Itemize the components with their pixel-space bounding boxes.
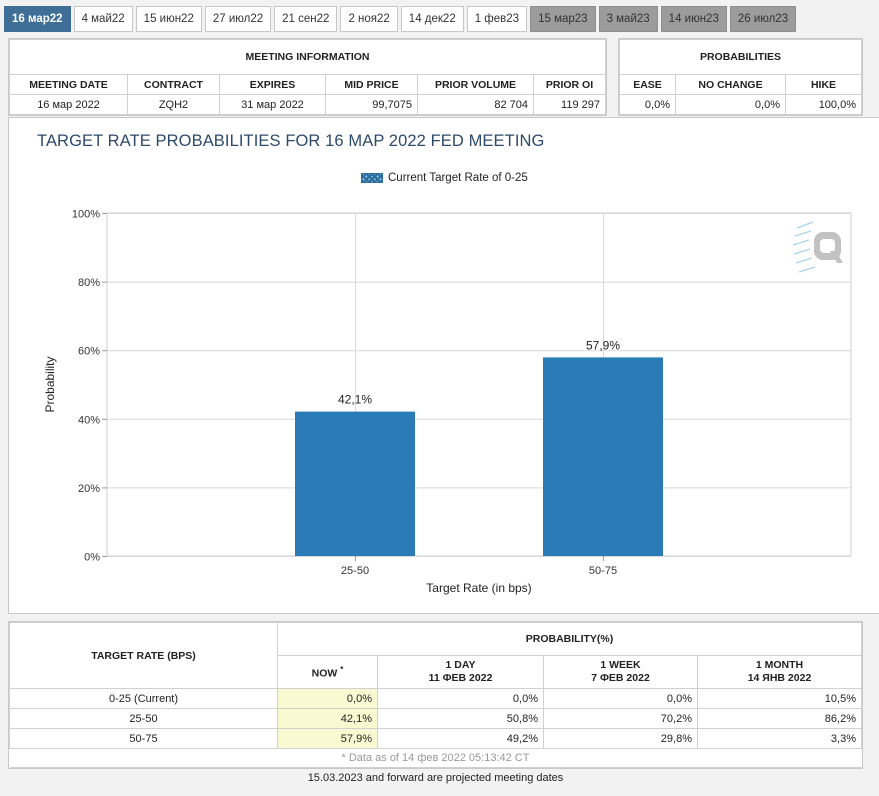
1month-value: 3,3% xyxy=(697,728,862,749)
meeting-date-value: 16 мар 2022 xyxy=(9,94,128,115)
contract-value: ZQH2 xyxy=(127,94,220,115)
table-row: 25-50 42,1% 50,8% 70,2% 86,2% xyxy=(9,708,862,729)
y-axis-title: Probability xyxy=(43,356,57,412)
bar-value-label: 57,9% xyxy=(586,338,620,352)
col-now-label: NOW xyxy=(311,667,338,680)
now-value: 0,0% xyxy=(277,688,378,709)
mid-price-header: MID PRICE xyxy=(325,74,418,95)
1month-value: 10,5% xyxy=(697,688,862,709)
1week-value: 0,0% xyxy=(543,688,698,709)
bar-chart: 0% 20% 40% 60% 80% 100% 42,1% 57,9% 25-50 50-75… xyxy=(43,209,852,595)
tab-meeting-8[interactable]: 1 фев23 xyxy=(466,6,528,32)
tab-meeting-10[interactable]: 3 май23 xyxy=(598,6,658,32)
mid-price-value: 99,7075 xyxy=(325,94,418,115)
prior-oi-header: PRIOR OI xyxy=(533,74,606,95)
meeting-date-header: MEETING DATE xyxy=(9,74,128,95)
x-tick-label: 50-75 xyxy=(589,565,617,577)
col-1day-label: 1 DAY xyxy=(445,659,476,671)
prior-oi-value: 119 297 xyxy=(533,94,606,115)
probabilities-table: PROBABILITIES EASE NO CHANGE HIKE 0,0% 0… xyxy=(619,39,862,115)
plot-frame xyxy=(106,212,852,557)
target-rate-probability-panel: TARGET RATE (BPS) PROBABILITY(%) NOW * 1… xyxy=(8,621,863,769)
bar[interactable] xyxy=(543,357,663,556)
meeting-information-panel: MEETING INFORMATION MEETING DATE CONTRAC… xyxy=(8,38,607,116)
prior-volume-value: 82 704 xyxy=(417,94,534,115)
probabilities-title: PROBABILITIES xyxy=(619,39,862,75)
tab-meeting-4[interactable]: 27 июл22 xyxy=(204,6,272,32)
y-tick-label: 20% xyxy=(78,483,100,495)
now-value: 57,9% xyxy=(277,728,378,749)
chart-panel: TARGET RATE PROBABILITIES FOR 16 MAP 202… xyxy=(8,117,879,614)
legend-swatch xyxy=(361,173,383,183)
col-1month-date: 14 ЯНВ 2022 xyxy=(747,672,812,684)
1month-value: 86,2% xyxy=(697,708,862,729)
col-1week-date: 7 ФЕВ 2022 xyxy=(591,672,650,684)
expires-value: 31 мар 2022 xyxy=(219,94,326,115)
now-value: 42,1% xyxy=(277,708,378,729)
col-now-mark: * xyxy=(340,665,344,675)
tab-meeting-9[interactable]: 15 мар23 xyxy=(530,6,596,32)
chart-title: TARGET RATE PROBABILITIES FOR 16 MAP 202… xyxy=(37,132,545,150)
y-tick-label: 0% xyxy=(84,552,100,564)
y-tick-label: 80% xyxy=(78,277,100,289)
col-1day-date: 11 ФЕВ 2022 xyxy=(428,672,493,684)
data-timestamp-note: * Data as of 14 фев 2022 05:13:42 CT xyxy=(9,748,862,768)
tab-meeting-3[interactable]: 15 июн22 xyxy=(135,6,202,32)
no-change-value: 0,0% xyxy=(675,94,786,115)
hike-header: HIKE xyxy=(785,74,862,95)
1day-value: 0,0% xyxy=(377,688,544,709)
y-tick-label: 100% xyxy=(72,209,100,221)
table-row: 50-75 57,9% 49,2% 29,8% 3,3% xyxy=(9,728,862,749)
col-1day-header: 1 DAY 11 ФЕВ 2022 xyxy=(377,655,544,689)
x-tick-label: 25-50 xyxy=(341,565,369,577)
ease-value: 0,0% xyxy=(619,94,676,115)
tab-meeting-5[interactable]: 21 сен22 xyxy=(274,6,338,32)
bar[interactable] xyxy=(295,411,415,556)
bars: 42,1% 57,9% xyxy=(295,338,663,556)
expires-header: EXPIRES xyxy=(219,74,326,95)
target-rate-header: TARGET RATE (BPS) xyxy=(9,622,278,689)
grid-lines xyxy=(106,212,852,557)
rate-label: 50-75 xyxy=(9,728,278,749)
probability-group-header: PROBABILITY(%) xyxy=(277,622,862,656)
q-logo-icon xyxy=(792,221,843,273)
no-change-header: NO CHANGE xyxy=(675,74,786,95)
y-axis-ticks: 0% 20% 40% 60% 80% 100% xyxy=(72,209,107,564)
col-1week-header: 1 WEEK 7 ФЕВ 2022 xyxy=(543,655,698,689)
tab-meeting-6[interactable]: 2 ноя22 xyxy=(340,6,398,32)
meeting-information-table: MEETING INFORMATION MEETING DATE CONTRAC… xyxy=(9,39,606,115)
rate-label: 0-25 (Current) xyxy=(9,688,278,709)
tab-meeting-7[interactable]: 14 дек22 xyxy=(400,6,464,32)
1day-value: 50,8% xyxy=(377,708,544,729)
1day-value: 49,2% xyxy=(377,728,544,749)
col-1month-header: 1 MONTH 14 ЯНВ 2022 xyxy=(697,655,862,689)
x-axis-ticks: 25-50 50-75 xyxy=(341,556,617,577)
legend-label: Current Target Rate of 0-25 xyxy=(388,172,528,184)
1week-value: 29,8% xyxy=(543,728,698,749)
col-1month-label: 1 MONTH xyxy=(755,659,804,671)
ease-header: EASE xyxy=(619,74,676,95)
y-tick-label: 60% xyxy=(78,346,100,358)
meeting-information-title: MEETING INFORMATION xyxy=(9,39,606,75)
1week-value: 70,2% xyxy=(543,708,698,729)
tab-meeting-1[interactable]: 16 мар22 xyxy=(4,6,71,32)
x-axis-title: Target Rate (in bps) xyxy=(426,581,531,595)
y-tick-label: 40% xyxy=(78,414,100,426)
hike-value: 100,0% xyxy=(785,94,862,115)
prior-volume-header: PRIOR VOLUME xyxy=(417,74,534,95)
col-now-header: NOW * xyxy=(277,655,378,689)
tab-meeting-12[interactable]: 26 июл23 xyxy=(729,6,797,32)
tab-meeting-2[interactable]: 4 май22 xyxy=(73,6,133,32)
meeting-date-tabs: 16 мар22 4 май22 15 июн22 27 июл22 21 се… xyxy=(4,6,799,32)
target-rate-probability-table: TARGET RATE (BPS) PROBABILITY(%) NOW * 1… xyxy=(9,622,862,768)
bar-value-label: 42,1% xyxy=(338,393,372,407)
col-1week-label: 1 WEEK xyxy=(600,659,641,671)
projected-dates-footnote: 15.03.2023 and forward are projected mee… xyxy=(307,772,564,784)
table-row: 0-25 (Current) 0,0% 0,0% 0,0% 10,5% xyxy=(9,688,862,709)
probabilities-panel: PROBABILITIES EASE NO CHANGE HIKE 0,0% 0… xyxy=(618,38,863,116)
chart-legend[interactable]: Current Target Rate of 0-25 xyxy=(361,172,528,184)
tab-meeting-11[interactable]: 14 июн23 xyxy=(660,6,727,32)
rate-label: 25-50 xyxy=(9,708,278,729)
contract-header: CONTRACT xyxy=(127,74,220,95)
